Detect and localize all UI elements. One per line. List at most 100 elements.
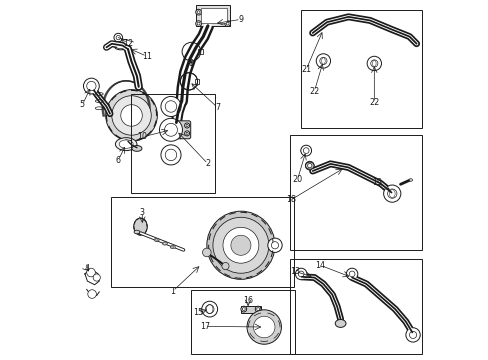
- Ellipse shape: [170, 246, 175, 249]
- Circle shape: [202, 248, 211, 257]
- Circle shape: [168, 125, 171, 127]
- Circle shape: [164, 123, 177, 136]
- Circle shape: [222, 262, 228, 270]
- Circle shape: [405, 328, 419, 342]
- Circle shape: [387, 189, 396, 198]
- Text: 7: 7: [215, 103, 220, 112]
- Ellipse shape: [301, 147, 310, 154]
- Ellipse shape: [133, 218, 147, 235]
- Circle shape: [305, 161, 313, 170]
- Circle shape: [223, 227, 258, 263]
- Bar: [290, 135, 421, 250]
- Text: 12: 12: [122, 39, 133, 48]
- Ellipse shape: [154, 238, 159, 242]
- Text: 9: 9: [238, 15, 243, 24]
- Ellipse shape: [171, 246, 174, 248]
- Text: 1: 1: [170, 287, 175, 296]
- Circle shape: [161, 145, 181, 165]
- Bar: [191, 291, 294, 354]
- Ellipse shape: [119, 140, 133, 148]
- Text: 16: 16: [243, 296, 253, 305]
- Bar: [131, 94, 215, 193]
- Circle shape: [241, 306, 246, 312]
- Text: 11: 11: [142, 52, 152, 61]
- Circle shape: [206, 211, 274, 279]
- Circle shape: [165, 149, 176, 161]
- Circle shape: [212, 217, 268, 273]
- Circle shape: [86, 268, 95, 277]
- Circle shape: [246, 310, 281, 344]
- Circle shape: [230, 235, 250, 255]
- Text: 22: 22: [368, 98, 379, 107]
- Circle shape: [303, 148, 308, 153]
- Circle shape: [93, 274, 100, 281]
- Circle shape: [255, 306, 261, 312]
- Circle shape: [346, 268, 357, 280]
- Circle shape: [267, 238, 282, 252]
- Text: 6: 6: [116, 156, 121, 165]
- Circle shape: [307, 163, 311, 168]
- Text: 13: 13: [290, 267, 300, 276]
- Text: 4: 4: [84, 265, 89, 274]
- Circle shape: [226, 22, 228, 25]
- Circle shape: [116, 36, 120, 40]
- Circle shape: [184, 131, 189, 136]
- FancyBboxPatch shape: [165, 121, 190, 139]
- Ellipse shape: [163, 243, 165, 244]
- Bar: [290, 259, 421, 354]
- Circle shape: [168, 132, 171, 134]
- Circle shape: [185, 132, 188, 134]
- Bar: [198, 49, 202, 54]
- Circle shape: [242, 308, 244, 311]
- Circle shape: [319, 57, 326, 64]
- Circle shape: [114, 33, 122, 42]
- Ellipse shape: [408, 179, 412, 181]
- Ellipse shape: [134, 230, 140, 234]
- Ellipse shape: [116, 44, 125, 49]
- Ellipse shape: [132, 145, 142, 151]
- Text: 22: 22: [309, 86, 319, 95]
- Text: 21: 21: [301, 65, 310, 74]
- Circle shape: [300, 145, 311, 156]
- Circle shape: [197, 22, 200, 25]
- Circle shape: [224, 21, 230, 27]
- Circle shape: [161, 96, 181, 117]
- Circle shape: [88, 290, 96, 298]
- Text: 15: 15: [192, 308, 203, 317]
- Bar: [201, 8, 226, 23]
- Circle shape: [370, 60, 377, 67]
- Circle shape: [316, 54, 330, 68]
- Circle shape: [121, 105, 142, 126]
- Ellipse shape: [305, 162, 313, 169]
- Circle shape: [348, 271, 354, 277]
- Circle shape: [83, 78, 99, 94]
- Bar: [111, 197, 293, 287]
- Circle shape: [195, 9, 201, 15]
- Bar: [241, 306, 260, 313]
- Circle shape: [253, 316, 274, 338]
- Bar: [195, 79, 199, 84]
- Circle shape: [184, 123, 189, 128]
- Bar: [301, 10, 421, 128]
- Circle shape: [408, 331, 416, 338]
- Circle shape: [86, 81, 96, 91]
- Bar: [196, 5, 230, 26]
- Circle shape: [112, 96, 151, 135]
- Circle shape: [167, 123, 172, 128]
- Circle shape: [256, 308, 259, 311]
- Text: 2: 2: [205, 159, 210, 168]
- Ellipse shape: [155, 239, 158, 241]
- Circle shape: [195, 21, 201, 27]
- Circle shape: [197, 11, 200, 14]
- Circle shape: [105, 90, 157, 141]
- Ellipse shape: [114, 43, 127, 50]
- Ellipse shape: [335, 319, 346, 327]
- Circle shape: [271, 242, 278, 249]
- Circle shape: [205, 305, 214, 314]
- Circle shape: [298, 271, 304, 277]
- Circle shape: [185, 125, 188, 127]
- Text: 5: 5: [80, 100, 85, 109]
- Circle shape: [202, 301, 217, 317]
- Circle shape: [165, 101, 176, 112]
- Circle shape: [167, 131, 172, 136]
